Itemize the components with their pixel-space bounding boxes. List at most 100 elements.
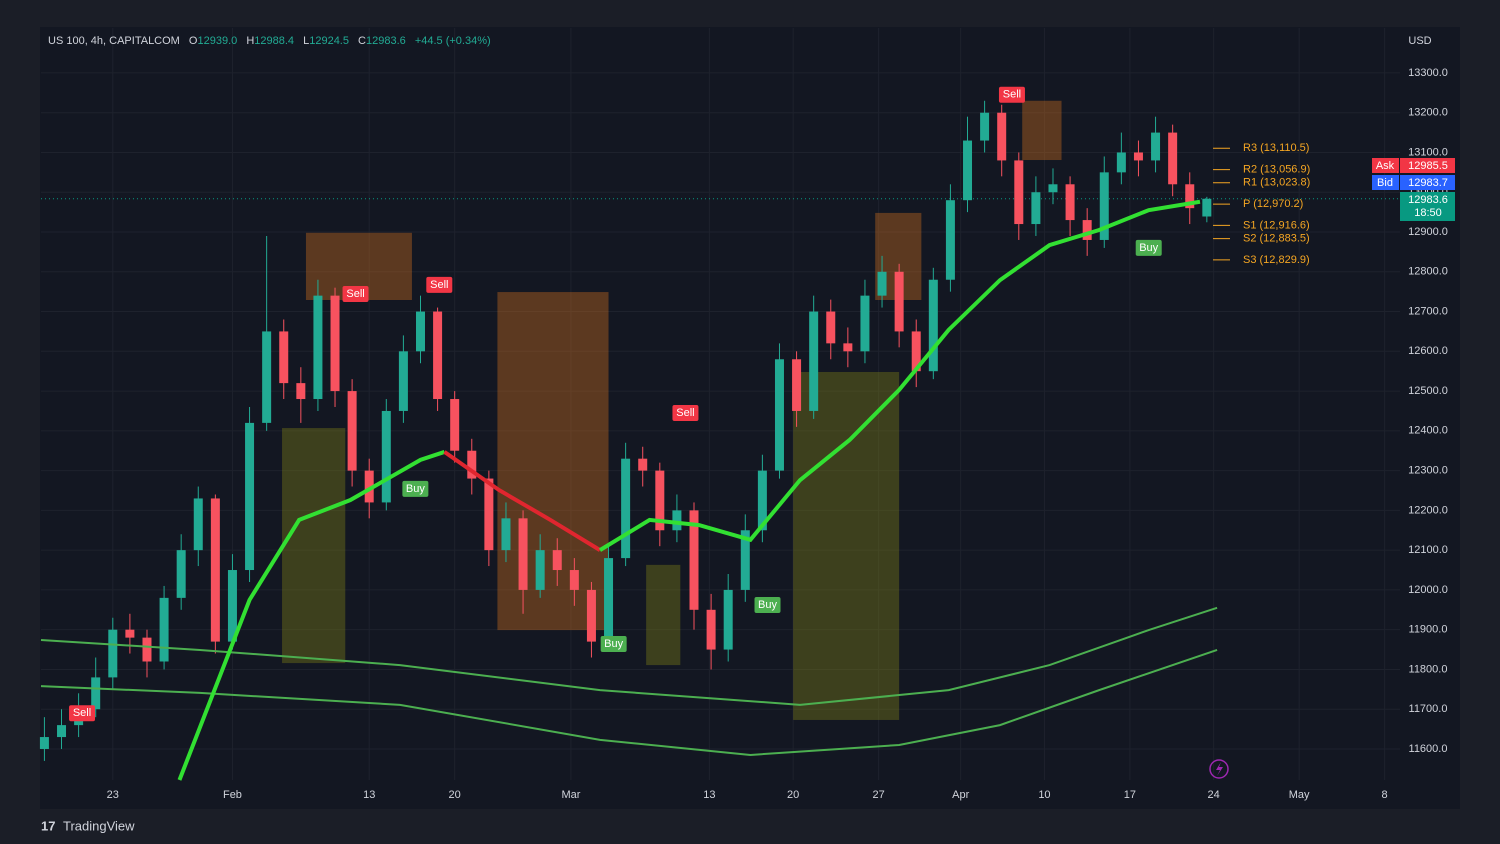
candle-body: [1014, 160, 1024, 225]
x-tick-label: 24: [1208, 789, 1220, 801]
open-label: O: [189, 35, 198, 47]
x-tick-label: 8: [1382, 789, 1388, 801]
candle-body: [877, 271, 887, 296]
zone: [1022, 100, 1062, 161]
pivot-label: R3 (13,110.5): [1243, 142, 1309, 154]
candle-body: [963, 140, 973, 201]
y-tick-label: 12100.0: [1408, 544, 1448, 556]
candle-body: [894, 271, 904, 332]
alert-icon[interactable]: [1209, 759, 1229, 779]
last-box: [1400, 192, 1455, 221]
candle-body: [1133, 152, 1143, 161]
ask-box: [1400, 158, 1455, 173]
candle-body: [245, 422, 255, 571]
y-tick-label: 13300.0: [1408, 67, 1448, 79]
zone: [793, 371, 900, 720]
legend-line: US 100, 4h, CAPITALCOM O12939.0 H12988.4…: [48, 35, 491, 47]
candle-body: [655, 470, 665, 531]
high-value: 12988.4: [254, 35, 294, 47]
y-tick-label: 13200.0: [1408, 107, 1448, 119]
candle-body: [433, 311, 443, 400]
candle-body: [450, 399, 460, 451]
zone: [282, 428, 346, 664]
candle-body: [552, 550, 562, 571]
signal-badge: [342, 286, 369, 303]
brand-logo: 17: [41, 818, 55, 833]
signal-badge: [672, 404, 699, 421]
y-tick-label: 12700.0: [1408, 305, 1448, 317]
candle-body: [809, 311, 819, 411]
candle-body: [501, 518, 511, 551]
y-tick-label: 11700.0: [1409, 703, 1448, 715]
candle-body: [1031, 192, 1041, 225]
bid-tag: [1372, 175, 1399, 190]
x-tick-label: 13: [703, 789, 715, 801]
candle-body: [672, 510, 682, 531]
x-tick-label: 17: [1124, 789, 1136, 801]
candle-body: [774, 359, 784, 471]
y-tick-label: 12900.0: [1408, 226, 1448, 238]
candle-body: [330, 295, 340, 392]
bid-label: Bid: [1377, 177, 1393, 189]
x-tick-label: 23: [107, 789, 119, 801]
signal-badge: [1135, 239, 1162, 256]
signal-label: Buy: [1139, 242, 1158, 254]
y-tick-label: 12800.0: [1408, 266, 1448, 278]
indicator-line: [177, 450, 446, 781]
y-tick-label: 12200.0: [1408, 504, 1448, 516]
ask-value: 12985.5: [1408, 160, 1448, 172]
y-tick-label: 12600.0: [1408, 345, 1448, 357]
candle-body: [227, 570, 237, 642]
candle-body: [91, 677, 101, 710]
plot-area: 13300.013200.013100.013000.012900.012800…: [39, 28, 1448, 801]
candle-body: [1048, 184, 1058, 193]
candle-body: [757, 470, 767, 531]
signal-label: Sell: [1003, 89, 1021, 101]
alert-bolt: [1216, 762, 1223, 776]
candle-body: [740, 530, 750, 590]
signal-label: Buy: [758, 599, 777, 611]
pivot-label: S3 (12,829.9): [1243, 254, 1310, 266]
candle-body: [159, 597, 169, 662]
indicator-line: [443, 450, 602, 552]
candle-body: [911, 331, 921, 372]
candle-body: [928, 279, 938, 372]
signal-label: Buy: [604, 638, 623, 650]
pivot-label: R1 (13,023.8): [1243, 177, 1310, 189]
chart-frame: [40, 27, 1460, 809]
signal-label: Sell: [73, 707, 91, 719]
candle-body: [1065, 184, 1075, 221]
price-tags: Ask 12985.5 Bid 12983.7 12983.6 18:50: [1372, 158, 1455, 221]
candle-body: [723, 589, 733, 650]
candle-body: [826, 311, 836, 344]
candle-body: [1202, 198, 1212, 217]
candle-body: [484, 478, 494, 551]
change: +44.5 (+0.34%): [415, 35, 491, 47]
pivot-label: S2 (12,883.5): [1243, 232, 1310, 244]
x-tick-label: 13: [363, 789, 375, 801]
x-tick-label: Mar: [561, 789, 580, 801]
symbol: US 100, 4h, CAPITALCOM: [48, 35, 180, 47]
candle-body: [535, 550, 545, 590]
ask-label: Ask: [1376, 160, 1395, 172]
signal-badge: [69, 705, 96, 722]
low-value: 12924.5: [309, 35, 349, 47]
signal-badge: [998, 86, 1025, 103]
close-value: 12983.6: [366, 35, 406, 47]
candle-body: [364, 470, 374, 503]
pivot-label: S1 (12,916.6): [1243, 219, 1310, 231]
candle-body: [706, 609, 716, 650]
candle-body: [296, 383, 306, 400]
candle-body: [621, 458, 631, 559]
indicator-line: [40, 606, 1218, 706]
candle-body: [1099, 172, 1109, 240]
candle-body: [843, 343, 853, 352]
countdown: 18:50: [1414, 207, 1442, 219]
x-tick-label: 20: [449, 789, 461, 801]
y-tick-label: 12300.0: [1408, 465, 1448, 477]
signal-badge: [600, 635, 627, 652]
candle-body: [689, 510, 699, 610]
candle-body: [142, 637, 152, 662]
candle-body: [980, 112, 990, 141]
